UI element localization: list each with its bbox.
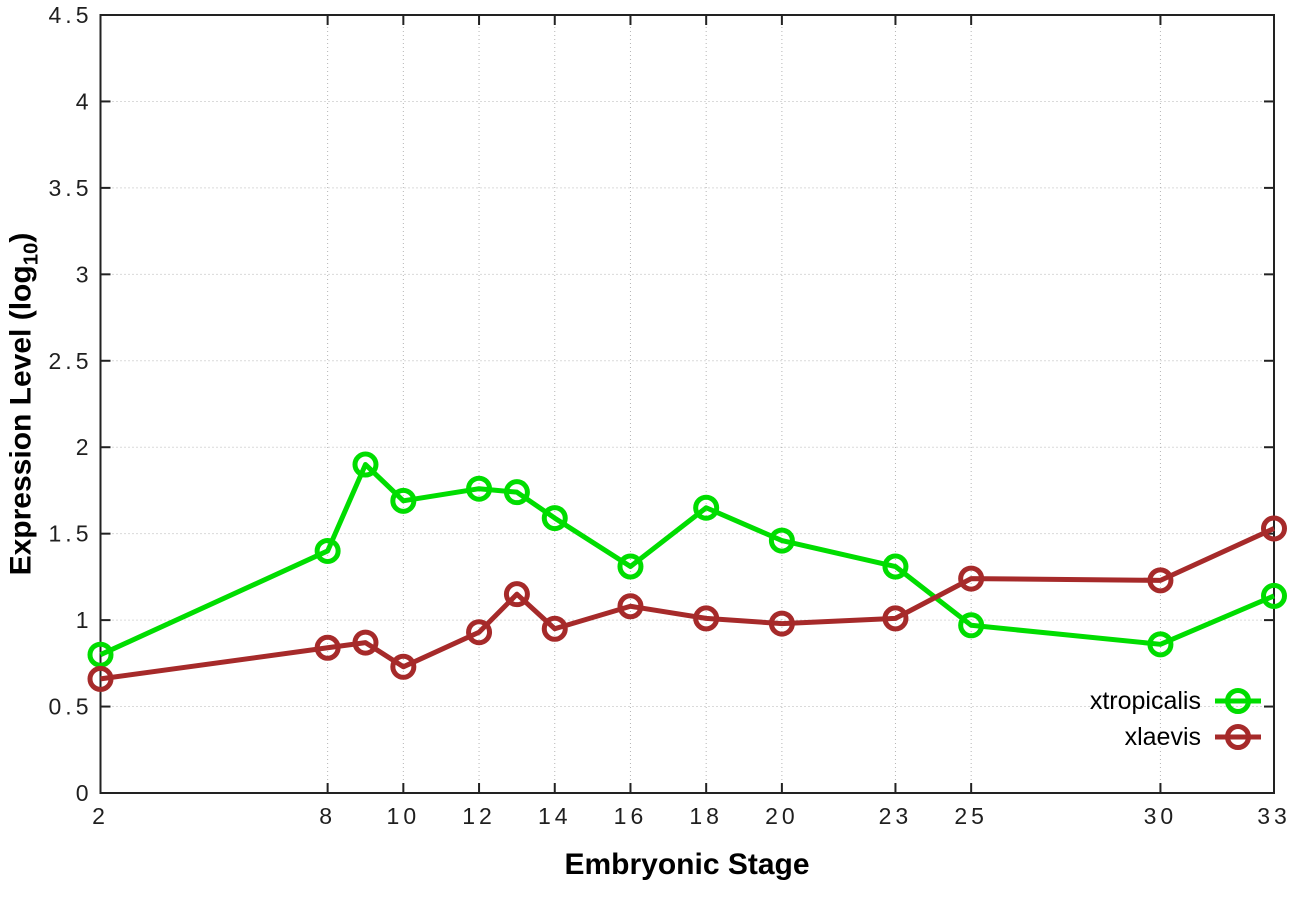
legend-label: xtropicalis — [1089, 686, 1201, 715]
x-tick-label: 10 — [387, 803, 421, 829]
y-axis-title-text: Expression Level (log — [4, 265, 38, 576]
x-tick-label: 14 — [538, 803, 572, 829]
data-point-xtropicalis — [882, 553, 909, 580]
x-tick-label: 8 — [319, 803, 336, 829]
data-point-xlaevis — [314, 634, 341, 661]
y-tick-label: 2.5 — [49, 348, 93, 374]
data-point-xlaevis — [390, 653, 417, 680]
legend-line-marker-icon — [1215, 688, 1261, 714]
data-point-xlaevis — [541, 615, 568, 642]
y-tick-label: 3.5 — [49, 175, 93, 201]
x-tick-label: 30 — [1144, 803, 1178, 829]
data-point-xlaevis — [958, 565, 985, 592]
data-point-xtropicalis — [1147, 631, 1174, 658]
x-tick-label: 18 — [689, 803, 723, 829]
y-axis-title: Expression Level (log10) — [5, 233, 44, 576]
data-point-xtropicalis — [541, 505, 568, 532]
plot-border — [99, 14, 1275, 794]
y-axis-title-subscript: 10 — [20, 242, 43, 266]
y-tick-label: 4.5 — [49, 2, 93, 28]
data-point-xtropicalis — [503, 479, 530, 506]
legend-label: xlaevis — [1124, 722, 1201, 751]
data-point-xlaevis — [352, 629, 379, 656]
x-tick-label: 20 — [765, 803, 799, 829]
y-tick-label: 4 — [76, 88, 93, 114]
legend-entry-xlaevis: xlaevis — [1125, 719, 1262, 755]
x-tick-label: 12 — [462, 803, 496, 829]
data-point-xtropicalis — [693, 494, 720, 521]
y-tick-label: 1.5 — [49, 521, 93, 547]
x-tick-label: 25 — [954, 803, 988, 829]
series-line-xtropicalis — [99, 462, 1275, 657]
data-point-xtropicalis — [617, 553, 644, 580]
data-point-xlaevis — [693, 605, 720, 632]
x-tick-label: 33 — [1257, 803, 1291, 829]
data-point-xtropicalis — [768, 527, 795, 554]
data-point-xtropicalis — [958, 612, 985, 639]
data-point-xlaevis — [466, 619, 493, 646]
data-point-xlaevis — [87, 665, 114, 692]
data-point-xtropicalis — [352, 451, 379, 478]
data-point-xlaevis — [882, 605, 909, 632]
y-tick-label: 1 — [76, 607, 93, 633]
y-tick-label: 0 — [76, 780, 93, 806]
x-tick-label: 16 — [614, 803, 648, 829]
data-point-xlaevis — [768, 610, 795, 637]
x-tick-label: 23 — [879, 803, 913, 829]
y-tick-label: 2 — [76, 434, 93, 460]
data-point-xlaevis — [1261, 515, 1287, 542]
x-axis-title: Embryonic Stage — [564, 848, 810, 881]
data-point-xtropicalis — [1261, 582, 1287, 609]
data-point-xlaevis — [617, 593, 644, 620]
legend-entry-xtropicalis: xtropicalis — [1090, 683, 1262, 719]
y-axis-title-close: ) — [4, 232, 38, 243]
data-point-xtropicalis — [466, 475, 493, 502]
legend-line-marker-icon — [1215, 724, 1261, 750]
y-tick-label: 0.5 — [49, 694, 93, 720]
data-point-xtropicalis — [390, 487, 417, 514]
y-tick-label: 3 — [76, 261, 93, 287]
data-point-xtropicalis — [314, 537, 341, 564]
data-point-xlaevis — [1147, 567, 1174, 594]
data-point-xlaevis — [503, 581, 530, 608]
series-line-xlaevis — [100, 526, 1276, 682]
x-tick-label: 2 — [92, 803, 109, 829]
data-point-xtropicalis — [87, 641, 114, 668]
legend: xtropicalis xlaevis — [1090, 683, 1262, 755]
